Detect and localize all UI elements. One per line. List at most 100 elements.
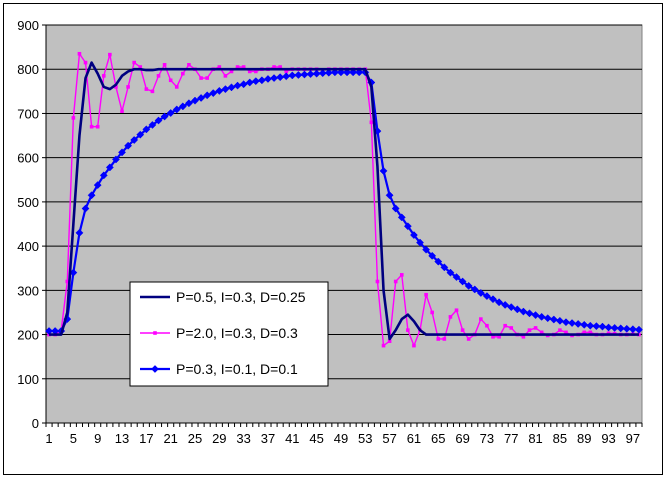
series-3-point xyxy=(300,70,309,79)
legend-label-1: P=0.5, I=0.3, D=0.25 xyxy=(176,289,306,305)
xtick-label: 17 xyxy=(139,431,153,446)
series-2-point xyxy=(479,317,483,321)
series-3-point xyxy=(318,69,327,78)
series-3-point xyxy=(562,318,570,327)
series-3-point xyxy=(349,68,358,77)
series-2-point xyxy=(144,87,149,91)
series-3-point xyxy=(294,71,303,79)
series-2-point xyxy=(181,71,185,76)
series-3-point xyxy=(428,251,437,260)
series-3-point xyxy=(276,73,285,82)
series-2-point xyxy=(138,65,143,69)
series-3-point xyxy=(221,85,230,94)
series-3-point xyxy=(75,228,84,237)
series-3-point xyxy=(604,323,613,332)
series-3-point xyxy=(397,213,406,222)
series-2-point xyxy=(412,343,416,348)
series-layer xyxy=(45,51,643,348)
series-2-point xyxy=(375,279,380,284)
series-3-point xyxy=(148,120,157,129)
series-2-point xyxy=(387,339,392,343)
series-3-point xyxy=(178,102,187,111)
series-2-point xyxy=(381,343,386,348)
legend-entry-2: P=2.0, I=0.3, D=0.3 xyxy=(140,325,298,341)
series-3-point xyxy=(197,94,206,102)
series-2-point xyxy=(393,279,398,284)
xtick-label: 41 xyxy=(285,431,299,446)
series-3-point xyxy=(130,136,139,144)
series-3-point xyxy=(270,74,279,83)
series-3-point xyxy=(227,83,236,92)
series-2-point xyxy=(278,65,282,69)
series-3-point xyxy=(501,300,510,309)
series-3-point xyxy=(203,91,212,100)
xtick-label: 93 xyxy=(601,431,615,446)
series-2-point xyxy=(539,330,544,335)
series-3-point xyxy=(160,112,169,121)
legend-marker-3 xyxy=(151,365,159,373)
series-3-point xyxy=(549,315,558,324)
ytick-label: 900 xyxy=(17,18,39,33)
series-2-point xyxy=(223,74,228,78)
series-3-point xyxy=(282,72,291,81)
series-3-point xyxy=(586,321,595,330)
series-2-point xyxy=(424,292,428,297)
series-3-point xyxy=(598,322,607,331)
series-3-point xyxy=(489,295,497,304)
xtick-label: 9 xyxy=(94,431,101,446)
series-2-point xyxy=(229,69,234,74)
xtick-label: 85 xyxy=(553,431,567,446)
xtick-label: 5 xyxy=(70,431,77,446)
xtick-label: 65 xyxy=(431,431,445,446)
xtick-label: 69 xyxy=(455,431,469,446)
series-3-point xyxy=(184,99,193,108)
series-3-point xyxy=(99,171,108,180)
series-2-point xyxy=(120,109,124,114)
series-2-point xyxy=(174,85,179,89)
xtick-label: 57 xyxy=(382,431,396,446)
series-line-1 xyxy=(49,61,639,341)
series-2-point xyxy=(241,65,246,69)
series-3-point xyxy=(495,298,504,307)
series-2-point xyxy=(168,78,173,83)
series-2-point xyxy=(95,124,100,129)
series-3-point xyxy=(81,204,90,213)
series-2-point xyxy=(247,69,252,74)
series-2-point xyxy=(533,326,538,330)
series-3-point xyxy=(507,303,516,312)
ytick-label: 600 xyxy=(17,151,39,166)
series-2-point xyxy=(217,65,222,69)
series-2-point xyxy=(235,65,240,69)
legend-label-2: P=2.0, I=0.3, D=0.3 xyxy=(176,325,298,341)
xtick-label: 37 xyxy=(261,431,275,446)
series-2-point xyxy=(205,76,209,80)
series-2-point xyxy=(272,65,276,69)
legend: P=0.5, I=0.3, D=0.25 P=2.0, I=0.3, D=0.3 P… xyxy=(129,281,329,387)
xtick-label: 21 xyxy=(163,431,177,446)
series-2-point xyxy=(442,337,447,341)
xtick-label: 81 xyxy=(528,431,542,446)
series-2-point xyxy=(126,85,130,89)
series-2-point xyxy=(199,76,203,80)
series-3-point xyxy=(142,125,151,134)
series-3-point xyxy=(312,69,321,78)
series-3-point xyxy=(482,292,491,301)
series-3-point xyxy=(434,257,443,266)
series-2-point xyxy=(132,60,136,65)
series-3-point xyxy=(476,289,485,297)
series-3-point xyxy=(324,68,333,77)
xtick-label: 73 xyxy=(480,431,494,446)
series-3-point xyxy=(580,320,589,329)
series-3-point xyxy=(355,68,364,77)
series-3-point xyxy=(166,109,175,117)
series-3-point xyxy=(537,312,546,321)
xtick-label: 53 xyxy=(358,431,372,446)
series-3-point xyxy=(264,74,272,83)
series-3-point xyxy=(330,68,339,77)
series-2-point xyxy=(399,273,404,277)
ytick-label: 400 xyxy=(17,239,39,254)
series-3 xyxy=(45,68,643,335)
series-3-point xyxy=(422,245,431,254)
series-3-point xyxy=(574,319,583,328)
